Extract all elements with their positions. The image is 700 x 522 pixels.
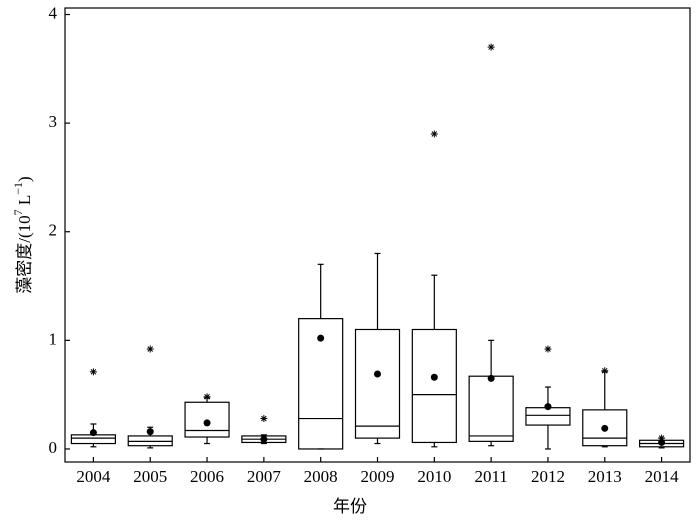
outlier	[260, 415, 268, 423]
outlier	[601, 367, 609, 375]
mean-marker	[658, 438, 666, 446]
x-tick-label: 2009	[361, 467, 395, 486]
outlier-stroke	[261, 415, 267, 422]
y-label-part: )	[15, 176, 34, 182]
mean-marker	[203, 419, 211, 427]
x-tick-label: 2011	[474, 467, 507, 486]
y-tick-label: 2	[49, 221, 58, 240]
box	[298, 318, 344, 450]
y-label-exp: 7	[11, 209, 25, 215]
outlier	[544, 345, 552, 353]
outlier	[658, 434, 666, 442]
y-axis-label: 藻密度/(107 L−1)	[11, 176, 34, 293]
mean-marker	[430, 373, 438, 381]
mean-marker	[374, 370, 381, 378]
x-tick-label: 2013	[588, 467, 622, 486]
y-tick-label: 3	[49, 112, 58, 131]
outlier	[89, 368, 97, 376]
box	[468, 375, 514, 442]
x-axis-label: 年份	[333, 497, 367, 516]
x-tick-label: 2007	[247, 467, 282, 486]
outlier	[487, 43, 495, 51]
box	[525, 407, 571, 426]
x-tick-label: 2008	[304, 467, 338, 486]
y-label-part: 藻密度/(10	[15, 215, 34, 293]
box	[582, 409, 628, 447]
y-tick-label: 0	[49, 438, 58, 457]
y-label-exp: −1	[11, 182, 25, 195]
mean-marker	[89, 429, 97, 437]
outlier-stroke	[601, 367, 608, 374]
outlier-stroke	[90, 369, 97, 375]
y-tick-label: 4	[49, 3, 58, 22]
x-tick-label: 2006	[190, 467, 224, 486]
outlier-stroke	[545, 346, 551, 352]
x-tick-label: 2004	[76, 467, 111, 486]
outlier	[430, 130, 438, 138]
mean-marker	[601, 424, 609, 432]
x-tick-label: 2010	[417, 467, 451, 486]
outlier	[146, 345, 154, 353]
box	[411, 328, 457, 444]
outlier-stroke	[431, 131, 438, 137]
outlier-stroke	[147, 346, 154, 352]
x-tick-label: 2014	[645, 467, 680, 486]
x-tick-label: 2005	[133, 467, 167, 486]
outlier-stroke	[204, 394, 210, 400]
mean-marker	[544, 403, 552, 411]
mean-marker	[317, 334, 325, 342]
y-label-part: L	[15, 195, 34, 210]
box	[354, 328, 401, 439]
mean-marker	[260, 435, 268, 443]
x-tick-label: 2012	[531, 467, 565, 486]
box	[184, 401, 230, 438]
mean-marker	[146, 428, 154, 436]
outlier-stroke	[488, 44, 494, 50]
plot-frame	[64, 7, 691, 463]
mean-marker	[487, 374, 495, 382]
y-tick-label: 1	[49, 329, 58, 348]
outlier-stroke	[658, 435, 665, 441]
outlier	[203, 393, 211, 401]
